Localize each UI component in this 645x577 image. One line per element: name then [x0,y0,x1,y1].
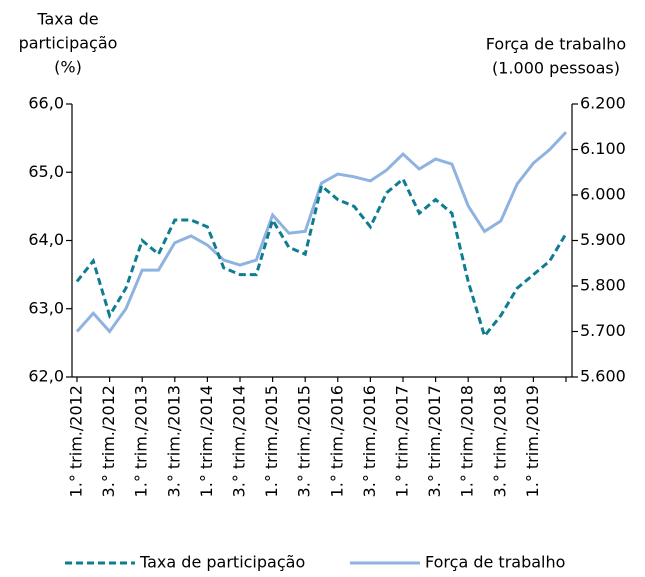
x-tick-label: 1.° trim./2017 [393,385,412,497]
series-line [75,176,568,340]
y-tick-label: 64,0 [28,230,64,249]
y-tick-label: 62,0 [28,367,64,386]
x-tick-label: 3.° trim./2017 [425,385,444,497]
x-tick-label: 3.° trim./2015 [295,385,314,497]
y2-axis-title: (1.000 pessoas) [492,59,620,78]
y2-tick-label: 5.700 [580,321,626,340]
y2-tick-label: 6.200 [580,94,626,113]
x-tick-label: 1.° trim./2016 [327,385,346,497]
y-tick-label: 66,0 [28,94,64,113]
legend-label: Taxa de participação [139,553,305,572]
x-tick-label: 1.° trim./2015 [262,385,281,497]
y2-tick-label: 6.000 [580,185,626,204]
x-tick-label: 1.° trim./2019 [523,385,542,497]
x-tick-label: 3.° trim./2012 [99,385,118,497]
x-tick-label: 3.° trim./2014 [230,385,249,497]
y-axis-title: participação [19,34,118,53]
x-tick-label: 3.° trim./2018 [490,385,509,497]
y-tick-label: 63,0 [28,298,64,317]
y2-tick-label: 6.100 [580,139,626,158]
y2-tick-label: 5.900 [580,230,626,249]
x-tick-label: 1.° trim./2012 [67,385,86,497]
series-line [75,131,568,334]
y-axis-title: (%) [54,58,82,77]
y2-tick-label: 5.600 [580,367,626,386]
x-tick-label: 1.° trim./2018 [458,385,477,497]
y-axis-title: Taxa de [36,10,98,29]
y2-axis-title: Força de trabalho [486,35,626,54]
x-tick-label: 3.° trim./2016 [360,385,379,497]
x-tick-label: 1.° trim./2013 [132,385,151,497]
y2-tick-label: 5.800 [580,276,626,295]
y-tick-label: 65,0 [28,162,64,181]
x-tick-label: 3.° trim./2013 [164,385,183,497]
x-tick-label: 1.° trim./2014 [197,385,216,497]
legend-label: Força de trabalho [425,553,565,572]
